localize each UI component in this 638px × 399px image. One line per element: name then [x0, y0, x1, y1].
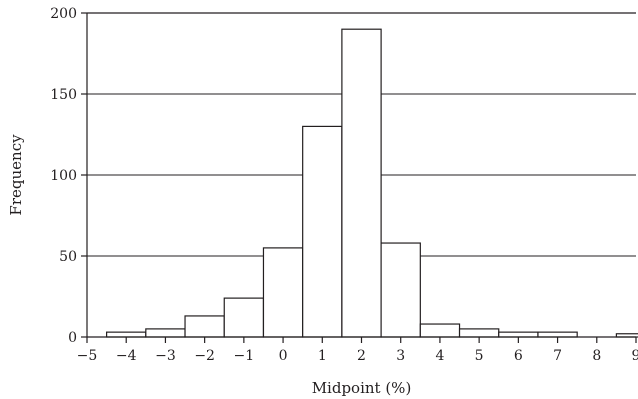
x-axis-title: Midpoint (%) — [312, 379, 412, 397]
x-tick-label-13: 8 — [592, 348, 601, 364]
bar-6 — [341, 28, 382, 338]
x-tick-label-4: −1 — [234, 348, 255, 364]
bar-4 — [262, 247, 304, 338]
x-tick-label-7: 2 — [357, 348, 366, 364]
bar-10 — [498, 331, 539, 338]
bar-2 — [184, 315, 225, 338]
bar-1 — [145, 328, 186, 338]
bar-5 — [302, 125, 343, 338]
bar-3 — [223, 297, 265, 338]
y-tick-label-2: 100 — [50, 168, 77, 184]
bars — [106, 28, 638, 338]
y-axis-ticks: 0 50 100 150 200 — [50, 6, 87, 346]
x-axis-ticks: −5 −4 −3 −2 −1 0 1 2 3 4 5 6 7 8 9 — [77, 337, 638, 364]
y-tick-label-1: 50 — [59, 249, 77, 265]
y-tick-label-4: 200 — [50, 6, 77, 22]
bar-8 — [419, 323, 461, 338]
y-tick-label-3: 150 — [50, 87, 77, 103]
bar-9 — [458, 328, 500, 338]
x-tick-label-10: 5 — [475, 348, 484, 364]
x-tick-label-0: −5 — [77, 348, 98, 364]
x-tick-label-14: 9 — [632, 348, 638, 364]
x-tick-label-5: 0 — [279, 348, 288, 364]
bar-11 — [537, 331, 578, 338]
y-tick-label-0: 0 — [68, 330, 77, 346]
x-tick-label-6: 1 — [318, 348, 327, 364]
y-axis-title: Frequency — [7, 134, 25, 216]
x-tick-label-12: 7 — [553, 348, 562, 364]
x-tick-label-3: −2 — [194, 348, 215, 364]
bar-0 — [106, 331, 147, 338]
x-tick-label-1: −4 — [116, 348, 137, 364]
x-tick-label-8: 3 — [396, 348, 405, 364]
bar-7 — [380, 242, 421, 338]
x-tick-label-9: 4 — [435, 348, 444, 364]
x-tick-label-11: 6 — [514, 348, 523, 364]
x-tick-label-2: −3 — [155, 348, 176, 364]
